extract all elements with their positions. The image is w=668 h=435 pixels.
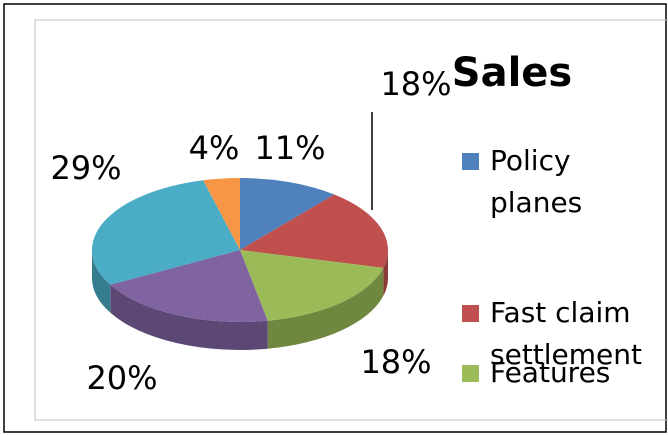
legend-swatch	[462, 365, 479, 382]
pie-slice	[203, 178, 240, 250]
legend-swatch	[462, 153, 479, 170]
pie-slice	[240, 178, 335, 250]
legend-label: Policy planes	[490, 144, 583, 219]
legend-entry: Fast claim settlement	[462, 292, 662, 376]
legend-entry: Policy planes	[462, 140, 662, 224]
chart-title: Sales	[452, 50, 572, 96]
plot-border	[34, 19, 668, 421]
data-label: 20%	[86, 359, 157, 397]
data-label: 4%	[189, 129, 240, 167]
data-label: 18%	[380, 65, 451, 103]
legend-label: Fast claim settlement	[490, 296, 643, 371]
pie-slice	[240, 194, 388, 268]
data-label: 18%	[360, 343, 431, 381]
slice-side	[92, 250, 111, 313]
slice-side	[267, 267, 384, 349]
chart-border	[3, 3, 667, 433]
pie-slice	[91, 180, 240, 285]
legend-label: Features	[490, 356, 611, 389]
data-label: 11%	[254, 129, 325, 167]
data-label: 29%	[50, 149, 121, 187]
legend-entry: Features	[462, 352, 662, 394]
slice-side	[383, 250, 388, 296]
pie-slice	[240, 250, 384, 321]
slice-side	[110, 284, 268, 350]
legend-swatch	[462, 305, 479, 322]
pie-slice	[110, 250, 268, 322]
